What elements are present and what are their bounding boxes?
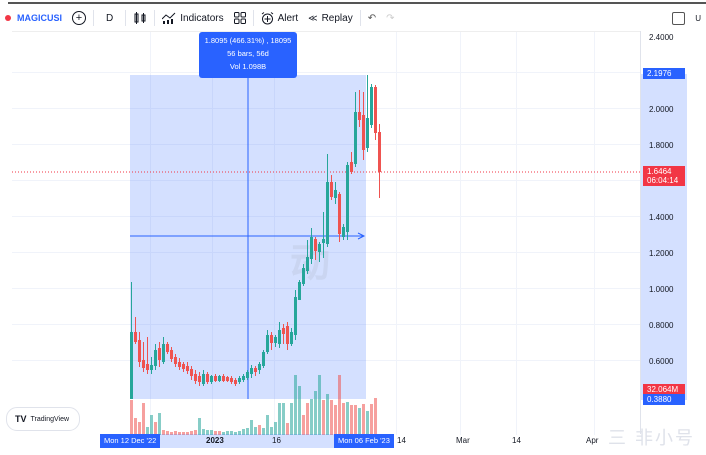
grid-line [594,32,595,435]
grid-line [12,324,640,325]
bar-countdown: 06:04:14 [647,176,679,185]
grid-line [396,32,397,435]
rewind-icon: ≪ [308,12,318,23]
indicators-icon [162,12,176,24]
time-tick: Mar [456,436,470,445]
chart-type-button[interactable] [128,7,152,29]
plus-icon: + [72,11,86,25]
redo-icon: ↷ [386,12,395,24]
divider [252,10,254,26]
logo-text: TradingView [30,415,70,423]
grid-line [12,108,640,109]
volume-label: 32.064M [643,384,685,395]
time-tick: 14 [397,436,406,445]
grid-line [12,72,640,73]
indicators-button[interactable]: Indicators [157,7,228,29]
last-price-label: 1.6464 06:04:14 [643,166,685,186]
tv-logo-icon: TV [15,414,27,424]
selection-low-label: 0.3880 [643,394,685,405]
window-top-border [8,2,706,4]
price-tick: 0.8000 [649,321,674,330]
time-tick: Apr [586,436,599,445]
measure-tooltip: 1.8095 (466.31%) , 18095 56 bars, 56d Vo… [199,32,297,78]
divider [125,10,127,26]
divider [154,10,156,26]
last-price-value: 1.6464 [647,167,672,176]
candles-icon [134,12,146,24]
price-tick: 1.0000 [649,285,674,294]
replay-button[interactable]: ≪ Replay [303,7,358,29]
grid-line [460,32,461,435]
price-tick: 2.4000 [649,33,674,42]
undo-button[interactable]: ↶ [363,7,381,29]
measure-change: 1.8095 (466.31%) , 18095 [204,36,292,45]
grid-line [12,288,640,289]
measure-bars: 56 bars, 56d [227,49,269,58]
grid-line [12,360,640,361]
undo-icon: ↶ [367,12,377,24]
time-tick: 14 [512,436,521,445]
candlestick-series [12,75,640,435]
price-tick: 1.2000 [649,249,674,258]
symbol-search[interactable]: MAGICUSI [0,7,67,29]
templates-button[interactable] [229,7,251,29]
time-tick: 2023 [206,436,224,445]
grid-icon [233,12,246,24]
divider [93,10,94,26]
chart-pane[interactable]: 动 [12,31,640,435]
indicators-label: Indicators [180,12,224,24]
measure-volume: Vol 1.098B [229,62,267,71]
selection-high-label: 2.1976 [643,68,685,79]
selection-end-date: Mon 06 Feb '23 [334,434,394,448]
price-axis-selection [641,74,687,400]
time-axis[interactable]: Mon 12 Dec '22 2023 16 Mon 06 Feb '23 14… [12,434,640,455]
selection-start-date: Mon 12 Dec '22 [100,434,161,448]
price-tick: 1.8000 [649,141,674,150]
time-tick: 16 [272,436,281,445]
price-tick: 2.0000 [649,105,674,114]
price-tick: 0.6000 [649,357,674,366]
grid-line [12,252,640,253]
compare-button[interactable]: + [67,7,91,29]
alarm-clock-icon [261,11,273,24]
corner-watermark: 三 非小号 [608,428,696,448]
chart-toolbar: MAGICUSI + D Indicators Alert ≪ Replay ↶… [0,5,706,31]
grid-line [212,32,213,435]
divider [359,10,361,26]
replay-label: Replay [321,12,353,24]
time-axis-selection [102,434,394,448]
interval-label: D [106,12,114,24]
grid-line [516,32,517,435]
symbol-name: MAGICUSI [17,13,62,23]
alert-label: Alert [277,12,299,24]
grid-line [150,32,151,435]
tradingview-logo[interactable]: TV TradingView [6,407,80,431]
grid-line [12,180,640,181]
redo-button[interactable]: ↷ [381,7,399,29]
overflow-label: U [695,13,701,23]
square-icon [672,11,686,25]
grid-line [12,144,640,145]
price-axis[interactable]: 2.4000 2.0000 1.8000 1.4000 1.2000 1.000… [640,31,687,434]
fullscreen-button[interactable] [667,7,690,29]
toolbar-overflow[interactable]: U [690,7,706,29]
price-tick: 1.4000 [649,213,674,222]
alert-button[interactable]: Alert [256,7,304,29]
symbol-status-dot [5,15,11,21]
interval-button[interactable]: D [96,7,123,29]
grid-line [274,32,275,435]
